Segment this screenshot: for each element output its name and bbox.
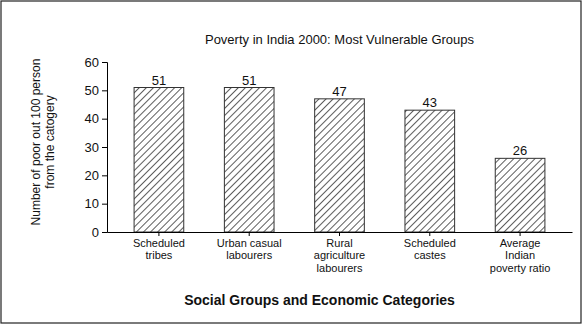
tick-label: Ruralagriculturelabourers <box>314 237 365 274</box>
title: Poverty in India 2000: Most Vulnerable G… <box>205 32 475 47</box>
tick-label: Urban casuallabourers <box>217 237 282 262</box>
tick: 60 <box>85 55 107 70</box>
tick: 20 <box>85 168 107 183</box>
tick-label: 40 <box>85 111 99 126</box>
tick-label: 50 <box>85 83 99 98</box>
data-label: 51 <box>242 73 256 88</box>
tick-mark <box>102 119 107 120</box>
bar <box>315 99 365 232</box>
tick-label: 60 <box>85 55 99 70</box>
tick-mark <box>102 90 107 91</box>
tick-label: 0 <box>92 225 99 240</box>
bar <box>224 88 274 233</box>
data-label: 51 <box>152 73 166 88</box>
frame <box>1 1 581 323</box>
tick: 0 <box>92 225 107 240</box>
axis-line <box>102 63 108 233</box>
tick: 50 <box>85 83 107 98</box>
bar <box>405 110 455 232</box>
tick: Ruralagriculturelabourers <box>314 232 365 274</box>
bar <box>495 158 545 232</box>
tick-mark <box>520 232 521 236</box>
tick-label: 30 <box>85 140 99 155</box>
tick-mark <box>102 232 107 233</box>
tick: 40 <box>85 111 107 126</box>
tick: Scheduledtribes <box>133 232 185 261</box>
x-axis: Scheduledtribes Urban casuallabourers Rura… <box>108 232 573 274</box>
tick-mark <box>102 175 107 176</box>
tick-mark <box>102 62 107 63</box>
data-label: 43 <box>423 95 437 110</box>
bars <box>134 88 545 233</box>
chart: Poverty in India 2000: Most Vulnerable G… <box>0 0 582 324</box>
tick-mark <box>158 232 159 236</box>
bar <box>134 88 184 233</box>
tick: 30 <box>85 140 107 155</box>
y-axis: 0 10 20 30 40 50 60 <box>85 55 108 240</box>
tick: Scheduledcastes <box>404 232 456 261</box>
tick-label: AverageIndianpoverty ratio <box>490 237 551 274</box>
tick-mark <box>249 232 250 236</box>
data-labels: 51 51 47 43 26 <box>152 73 528 159</box>
tick-mark <box>339 232 340 236</box>
y-axis-title: Number of poor out 100 personfrom the ca… <box>29 59 57 226</box>
tick: AverageIndianpoverty ratio <box>490 232 551 274</box>
data-label: 26 <box>513 143 527 158</box>
tick-label: 10 <box>85 196 99 211</box>
tick-mark <box>102 204 107 205</box>
data-label: 47 <box>332 84 346 99</box>
tick-mark <box>102 147 107 148</box>
tick: 10 <box>85 196 107 211</box>
tick-label: 20 <box>85 168 99 183</box>
tick-label: Scheduledtribes <box>133 237 185 262</box>
tick-label: Scheduledcastes <box>404 237 456 262</box>
tick-mark <box>429 232 430 236</box>
x-axis-title: Social Groups and Economic Categories <box>184 292 455 308</box>
tick: Urban casuallabourers <box>217 232 282 261</box>
